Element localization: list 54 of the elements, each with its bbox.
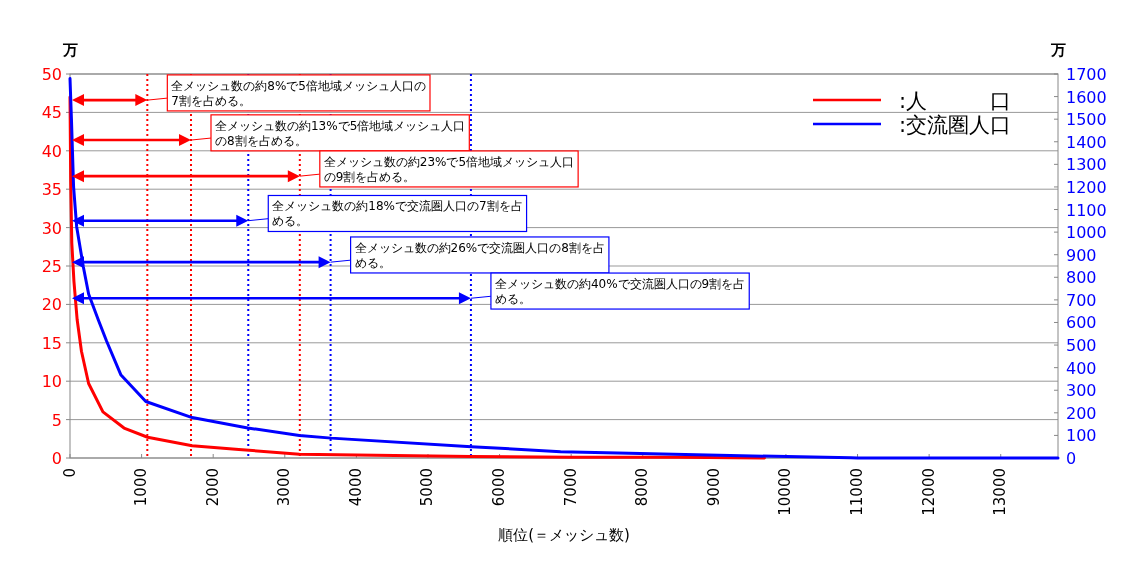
y2-tick-label: 0: [1066, 449, 1077, 468]
y-axis-title: 万: [61, 41, 78, 59]
annotation: 全メッシュ数の約8%で5倍地域メッシュ人口の7割を占める。: [171, 78, 426, 108]
x-tick-label: 9000: [704, 468, 723, 507]
y2-tick-label: 700: [1066, 290, 1097, 310]
x-tick-label: 1000: [132, 468, 151, 507]
x-tick-label: 13000: [991, 468, 1010, 516]
x-tick-label: 6000: [490, 468, 509, 507]
y2-tick-label: 800: [1066, 268, 1097, 288]
x-tick-label: 4000: [346, 468, 365, 507]
y2-tick-label: 1600: [1066, 87, 1107, 107]
x-tick-label: 12000: [919, 468, 938, 516]
y2-tick-label: 200: [1066, 403, 1097, 423]
y2-tick-label: 100: [1066, 426, 1097, 446]
y-tick-label: 0: [51, 449, 62, 468]
x-tick-label: 3000: [275, 468, 294, 507]
y2-tick-label: 1200: [1066, 177, 1107, 197]
y2-axis-title: 万: [1049, 41, 1066, 59]
y-tick-label: 50: [41, 65, 62, 84]
y2-tick-label: 500: [1066, 336, 1097, 356]
x-tick-label: 8000: [633, 468, 652, 507]
x-tick-label: 5000: [418, 468, 437, 507]
annotation: 全メッシュ数の約40%で交流圏人口の9割を占める。: [494, 277, 746, 307]
y-tick-label: 5: [51, 410, 62, 430]
y2-tick-label: 1100: [1066, 200, 1107, 220]
annotation: 全メッシュ数の約23%で5倍地域メッシュ人口の9割を占める。: [323, 154, 575, 184]
x-tick-label: 0: [60, 468, 79, 478]
y-tick-label: 10: [41, 372, 62, 392]
y2-tick-label: 1500: [1066, 110, 1107, 130]
y2-tick-label: 900: [1066, 245, 1097, 265]
y-tick-label: 35: [41, 180, 62, 200]
x-tick-label: 7000: [561, 468, 580, 507]
y2-tick-label: 1000: [1066, 223, 1107, 243]
y-tick-label: 40: [41, 141, 62, 161]
y2-tick-label: 300: [1066, 381, 1097, 401]
y2-tick-label: 1400: [1066, 132, 1107, 152]
y2-tick-label: 1700: [1066, 65, 1107, 84]
annotation: 全メッシュ数の約26%で交流圏人口の8割を占める。: [354, 240, 605, 270]
y-tick-label: 25: [41, 257, 62, 276]
legend-label: :交流圏人口: [899, 113, 1012, 137]
y-tick-label: 15: [41, 333, 62, 353]
y2-tick-label: 1300: [1066, 155, 1107, 175]
y2-tick-label: 600: [1066, 313, 1097, 333]
y-tick-label: 20: [41, 295, 62, 315]
y-tick-label: 30: [41, 218, 62, 238]
annotation: 全メッシュ数の約13%で5倍地域メッシュ人口の8割を占める。: [214, 118, 466, 148]
x-tick-label: 2000: [203, 468, 222, 507]
x-tick-label: 10000: [776, 468, 795, 516]
y-tick-label: 45: [41, 103, 62, 123]
x-tick-label: 11000: [848, 468, 867, 516]
annotation: 全メッシュ数の約18%で交流圏人口の7割を占める。: [272, 199, 523, 229]
y2-tick-label: 400: [1066, 358, 1097, 378]
x-axis-title: 順位(＝メッシュ数): [498, 526, 630, 544]
legend-label: :人 口: [899, 89, 1012, 113]
